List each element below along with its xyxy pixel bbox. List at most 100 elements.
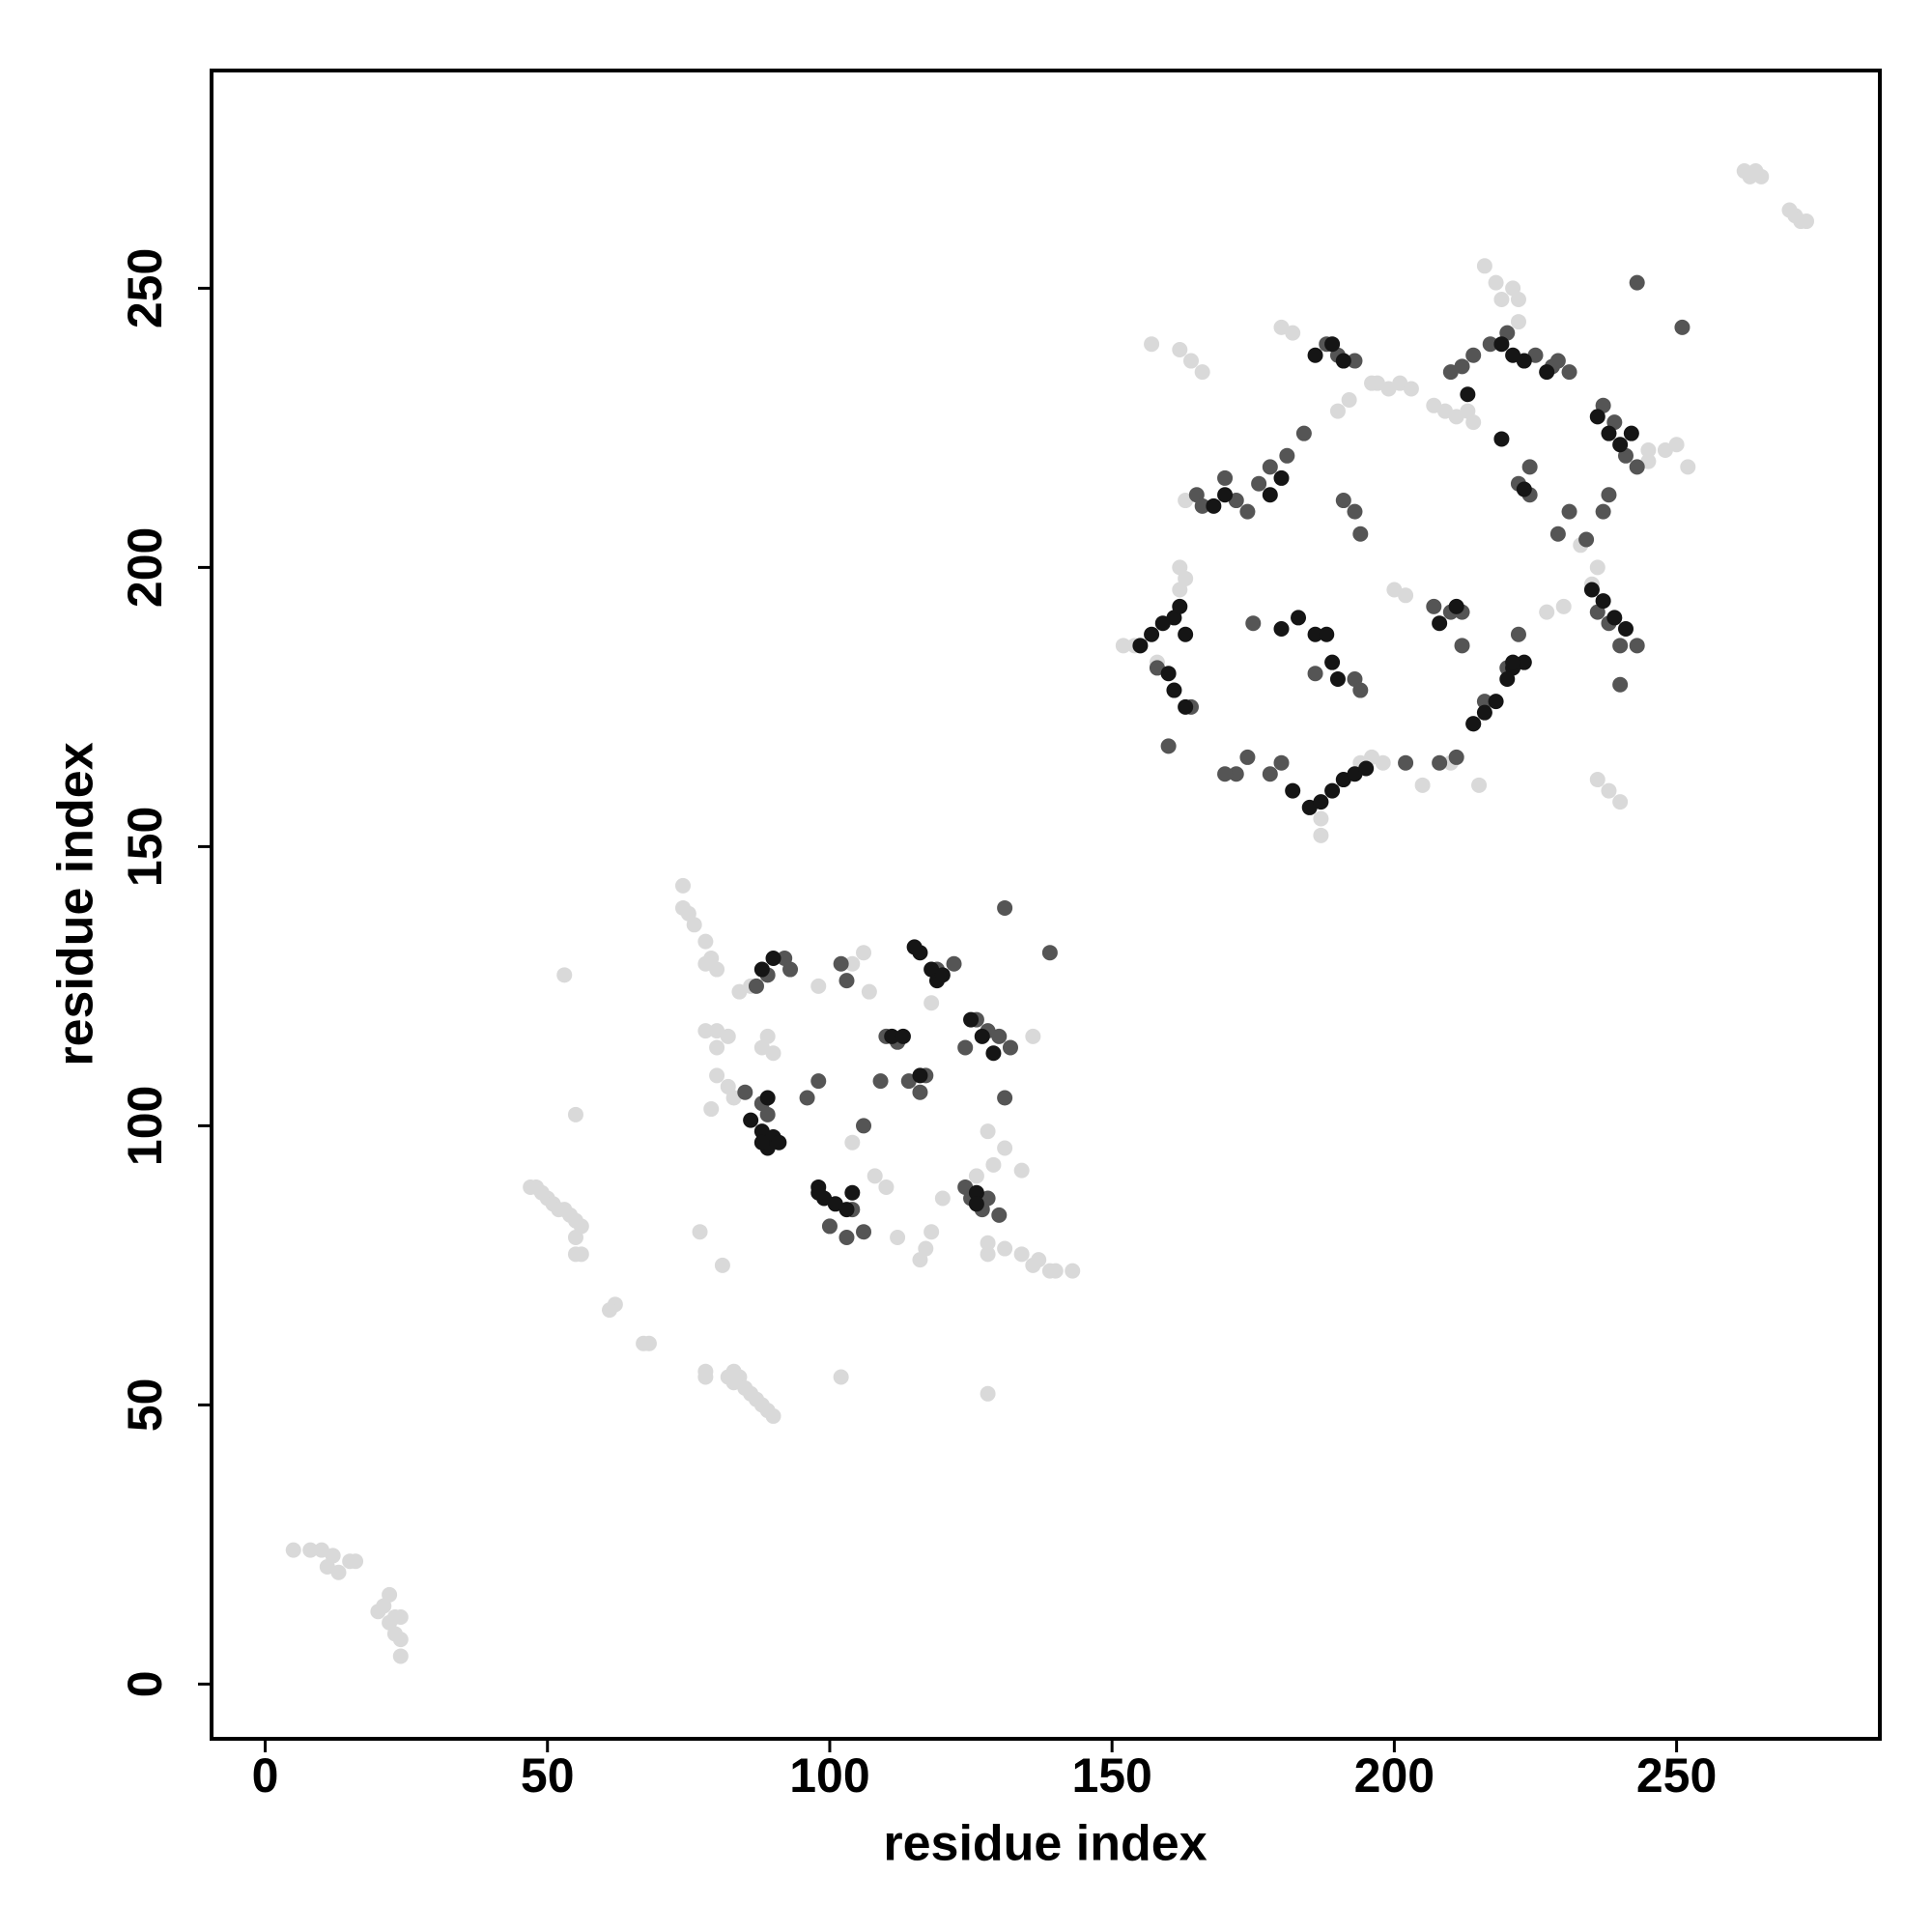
point: [1448, 749, 1464, 765]
point: [923, 995, 940, 1011]
point: [872, 1073, 889, 1090]
point: [1206, 497, 1222, 514]
point: [1307, 666, 1323, 682]
point: [1160, 666, 1177, 682]
point: [1589, 409, 1605, 425]
point: [997, 899, 1013, 916]
point: [833, 955, 849, 972]
point: [697, 933, 714, 950]
point: [1364, 375, 1380, 391]
point: [1217, 766, 1234, 782]
point: [697, 955, 714, 972]
point: [1510, 626, 1526, 642]
point: [1295, 425, 1312, 441]
y-tick-label: 150: [118, 807, 172, 887]
point: [980, 1123, 996, 1140]
point: [1347, 503, 1363, 520]
point: [1182, 353, 1199, 369]
point: [838, 973, 855, 989]
point: [753, 961, 770, 978]
point: [1601, 487, 1617, 503]
point: [1341, 392, 1357, 409]
point: [912, 1084, 928, 1100]
point: [285, 1542, 301, 1558]
point: [1555, 598, 1572, 614]
point: [810, 978, 827, 994]
point: [963, 1011, 980, 1028]
point: [1172, 582, 1188, 598]
point: [765, 950, 781, 966]
point: [1539, 604, 1555, 620]
point: [1013, 1162, 1030, 1179]
point: [765, 1407, 781, 1424]
y-axis-title: residue index: [48, 742, 104, 1065]
point: [1432, 754, 1448, 771]
point: [1414, 777, 1431, 793]
point: [556, 967, 573, 983]
point: [1307, 626, 1323, 642]
point: [1426, 598, 1442, 614]
point: [765, 1045, 781, 1062]
point: [856, 945, 872, 961]
point: [392, 1648, 409, 1664]
point: [890, 1229, 906, 1245]
point: [1629, 638, 1645, 654]
point: [1262, 487, 1278, 503]
point: [1460, 386, 1476, 403]
y-tick-label: 100: [118, 1086, 172, 1166]
point: [844, 1134, 861, 1151]
point: [703, 1101, 720, 1118]
point: [1002, 1039, 1018, 1056]
point: [810, 1184, 827, 1201]
x-tick-label: 0: [252, 1748, 279, 1803]
point: [1465, 716, 1482, 732]
point: [1352, 682, 1369, 698]
point: [1335, 493, 1351, 509]
point: [934, 967, 951, 983]
point: [1454, 358, 1470, 375]
point: [1262, 459, 1278, 475]
point: [382, 1586, 398, 1603]
point: [1505, 654, 1521, 670]
point: [731, 983, 748, 1000]
point: [1403, 381, 1419, 397]
point: [1476, 704, 1492, 721]
point: [1601, 425, 1617, 441]
point: [1319, 626, 1335, 642]
point: [1499, 670, 1516, 687]
point: [1144, 336, 1160, 353]
point: [1510, 291, 1526, 307]
point: [567, 1229, 583, 1245]
point: [1493, 431, 1510, 447]
point: [923, 1224, 940, 1240]
point: [1549, 353, 1566, 369]
point: [1172, 598, 1188, 614]
point: [748, 978, 764, 994]
point: [1493, 336, 1510, 353]
point: [1521, 459, 1538, 475]
point: [912, 1252, 928, 1268]
point: [997, 1240, 1013, 1257]
point: [867, 1168, 883, 1184]
point: [895, 1028, 911, 1044]
point: [799, 1090, 815, 1106]
point: [1115, 638, 1131, 654]
point: [1313, 827, 1329, 843]
point: [1285, 782, 1301, 799]
point: [1025, 1028, 1041, 1044]
point: [946, 955, 962, 972]
point: [1324, 782, 1341, 799]
point: [567, 1246, 583, 1263]
point: [991, 1207, 1008, 1223]
point: [844, 1184, 861, 1201]
point: [1217, 469, 1234, 486]
point: [1595, 503, 1611, 520]
point: [968, 1196, 984, 1212]
point: [997, 1090, 1013, 1106]
point: [810, 1073, 827, 1090]
point: [980, 1246, 996, 1263]
point: [1013, 1246, 1030, 1263]
point: [1753, 168, 1770, 185]
point: [1488, 694, 1504, 710]
